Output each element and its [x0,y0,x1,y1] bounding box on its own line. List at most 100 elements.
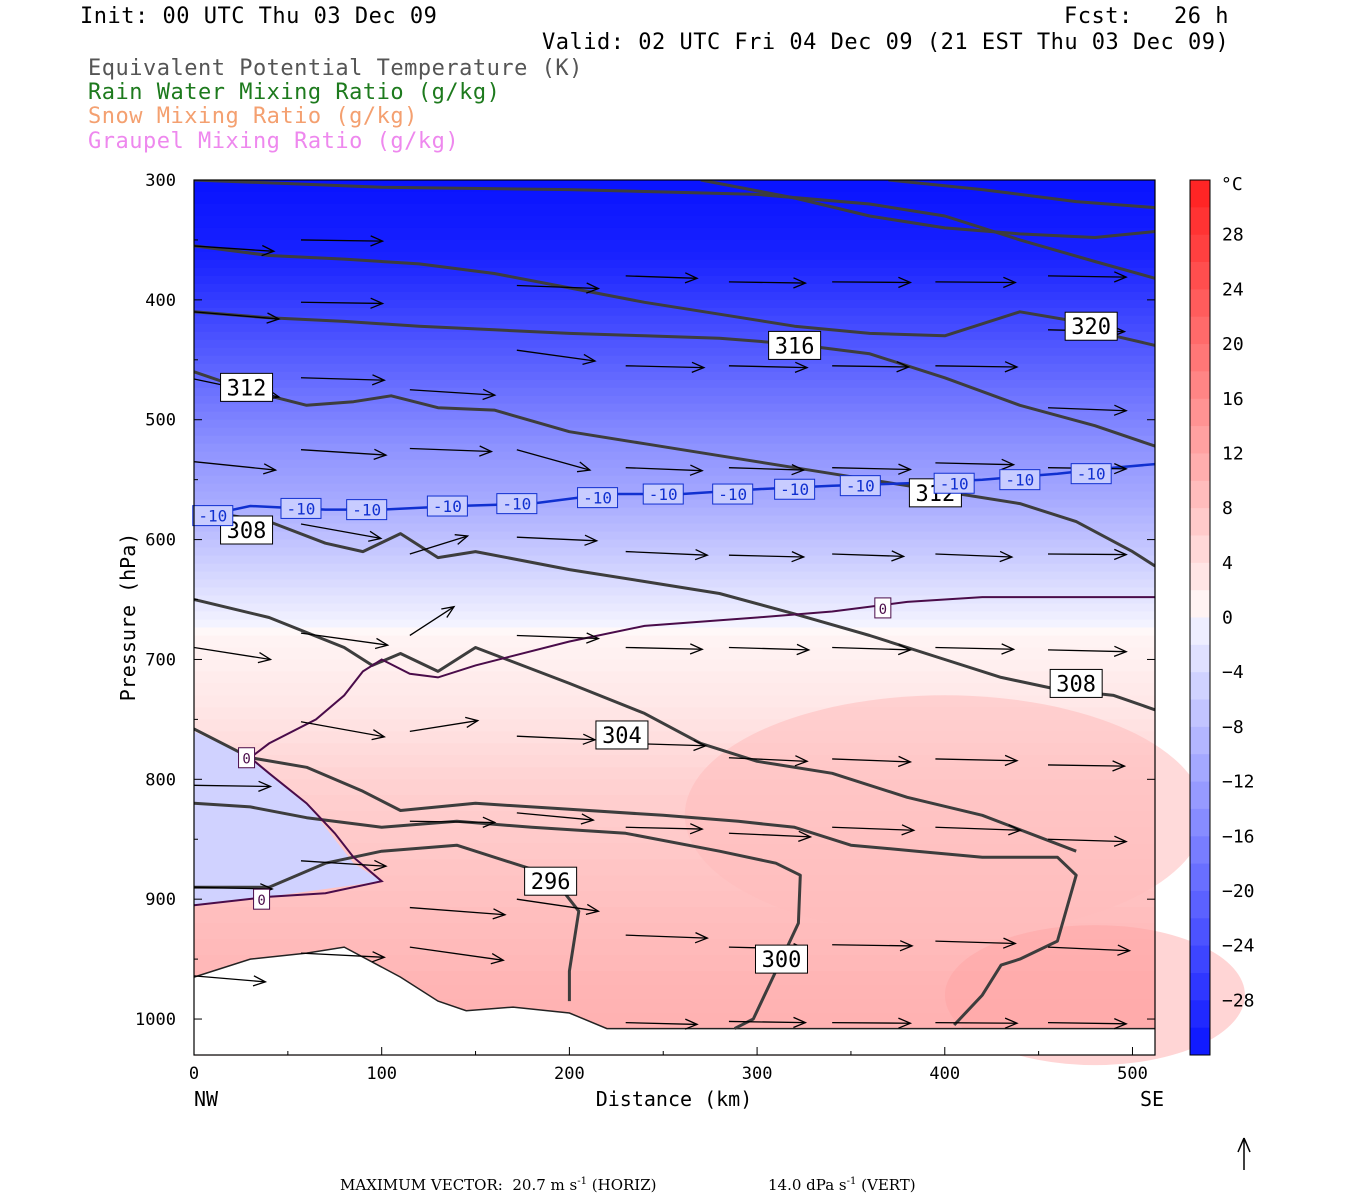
temp-band [194,355,1155,365]
colorbar-tick-label: −20 [1222,881,1255,902]
wind-vector-head [794,361,809,374]
temp-band [194,627,1155,637]
colorbar-tick-label: 8 [1222,498,1233,519]
isotherm-label-box [238,747,256,769]
isotherm-label-box [192,505,234,527]
colorbar-swatch [1190,480,1210,509]
wind-vector-head [465,716,480,728]
wind-vector [409,906,506,916]
isotherm-label: -10 [846,477,875,496]
wind-vector [409,535,468,555]
wind-vector [194,784,271,788]
wind-vector-head [691,361,706,374]
colorbar-swatch [1190,808,1210,837]
wind-vector-head [586,282,601,294]
wind-vector [516,812,594,821]
temp-band [194,467,1155,477]
wind-vector-head [1004,1017,1019,1029]
wind-vector [832,365,909,368]
legend-rain: Rain Water Mixing Ratio (g/kg) [88,80,501,105]
colorbar-tick-label: −16 [1222,826,1255,847]
wind-vector-head [796,643,811,656]
wind-vector [516,284,599,290]
colorbar-swatch [1190,426,1210,454]
theta-e-contour [700,180,1155,239]
temp-band [194,971,1155,986]
wind-vector [409,389,495,396]
wind-vector-head [1004,754,1019,767]
isotherm-label: -10 [433,497,462,516]
wind-vector-head [371,729,386,741]
theta-e-label-box [595,720,649,750]
y-tick-label: 700 [145,650,176,670]
wind-vector-head [370,235,385,247]
colorbar-swatch [1190,973,1210,1001]
warm-core [684,695,1205,936]
wind-vector-head [999,550,1014,563]
wind-vector [832,826,914,831]
terrain-fill [194,947,1155,1055]
isotherm-label: -10 [1077,465,1106,484]
wind-vector-head [1113,835,1128,847]
theta-e-label: 312 [227,376,267,401]
wind-vector-head [791,464,806,476]
isotherm-label-box [933,472,975,494]
temp-band [194,659,1155,673]
wind-vector [935,940,1016,945]
wind-vector [832,553,904,558]
theta-e-label-box [754,944,808,974]
wind-vector [728,832,811,838]
nw-label: NW [194,1087,219,1111]
colorbar-swatch [1190,863,1210,892]
colorbar-tick-label: −24 [1222,936,1255,957]
theta-e-contour [194,310,1155,448]
wind-vector [409,447,492,453]
colorbar-tick-label: 24 [1222,279,1244,300]
wind-vector [625,646,703,650]
wind-vector-head [901,824,916,836]
wind-vector [728,281,806,284]
temp-band [194,387,1155,397]
wind-vector [300,721,385,738]
temp-band [194,347,1155,357]
y-axis-label: Pressure (hPa) [116,533,140,702]
wind-vector [832,944,913,947]
wind-vector-head [454,534,470,545]
isotherm-label-box [577,487,619,509]
wind-vector-head [794,755,809,767]
colorbar-tick-label: 12 [1222,443,1244,464]
axes: 300 400 500 600 700 800 900 1000 0 100 200 300 400 50… [135,171,1155,1084]
temp-band [194,403,1155,413]
temp-band [194,507,1155,517]
isotherm-label-box [426,495,468,517]
temp-band [194,307,1155,317]
legend-theta-e: Equivalent Potential Temperature (K) [88,56,583,81]
temp-band [194,475,1155,485]
wind-vector [300,523,382,540]
isotherm-label: -10 [583,489,612,508]
wind-vector-head [798,830,813,843]
wind-vector-head [582,353,597,366]
colorbar-swatch [1190,180,1210,208]
wind-vector [516,634,599,640]
y-tick-label: 900 [145,890,176,910]
temp-band [194,216,1155,229]
isotherm-label: -10 [1005,471,1034,490]
wind-vector [625,1021,698,1026]
wind-vector [516,536,597,542]
x-tick-label: 400 [929,1064,960,1084]
isotherm-label: -10 [780,480,809,499]
terrain-mask [193,946,1155,1055]
wind-vector [516,449,591,471]
temp-band [194,371,1155,381]
wind-vector [194,975,266,983]
wind-vector [516,349,596,362]
wind-vector [832,467,911,471]
colorbar-swatch [1190,289,1210,318]
temp-band [194,267,1155,277]
wind-vector-head [258,780,273,793]
wind-vector [832,1021,911,1024]
wind-vector-head [689,643,704,655]
wind-vector [832,281,911,284]
colorbar-swatch [1190,726,1210,755]
